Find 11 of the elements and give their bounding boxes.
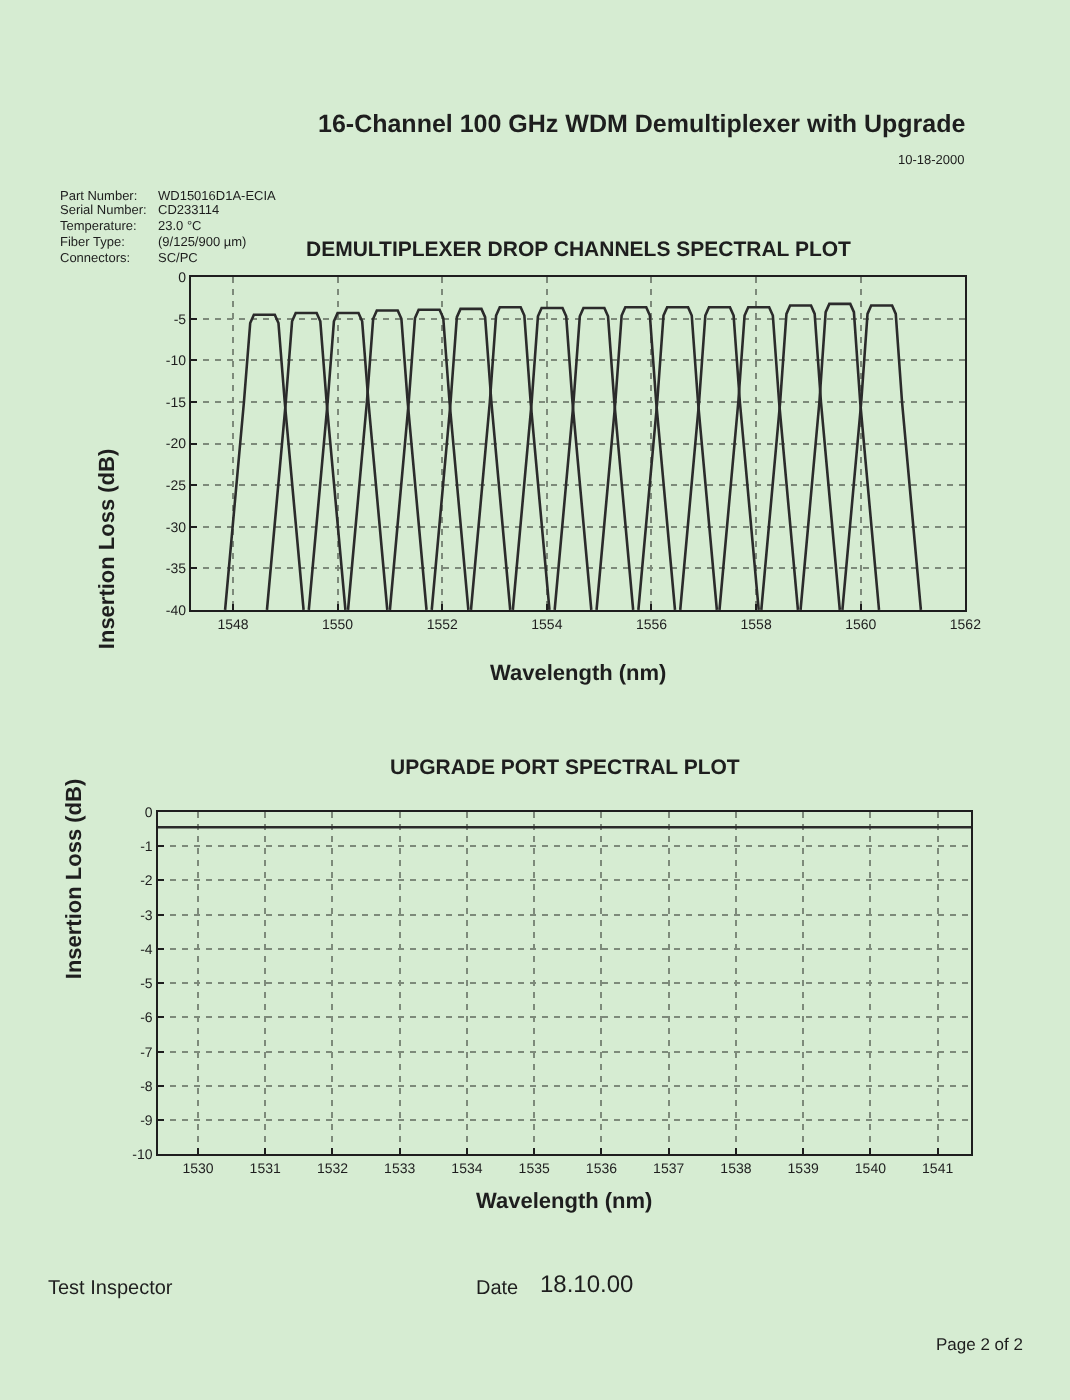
y-axis-title: Insertion Loss (dB)	[62, 778, 87, 980]
text: Page 2 of 2	[936, 1334, 1024, 1354]
text: 16-Channel 100 GHz WDM Demultiplexer with Upgrade	[318, 110, 966, 138]
text: 18.10.00	[540, 1270, 635, 1298]
chart-title: DEMULTIPLEXER DROP CHANNELS SPECTRAL PLOT	[306, 238, 853, 262]
x-axis-title: Wavelength (nm)	[476, 1190, 654, 1214]
text: Test Inspector	[48, 1278, 174, 1300]
text: Date	[476, 1278, 520, 1300]
x-axis-title: Wavelength (nm)	[490, 662, 668, 686]
chart-title: UPGRADE PORT SPECTRAL PLOT	[390, 756, 741, 780]
y-axis-title: Insertion Loss (dB)	[96, 448, 121, 650]
